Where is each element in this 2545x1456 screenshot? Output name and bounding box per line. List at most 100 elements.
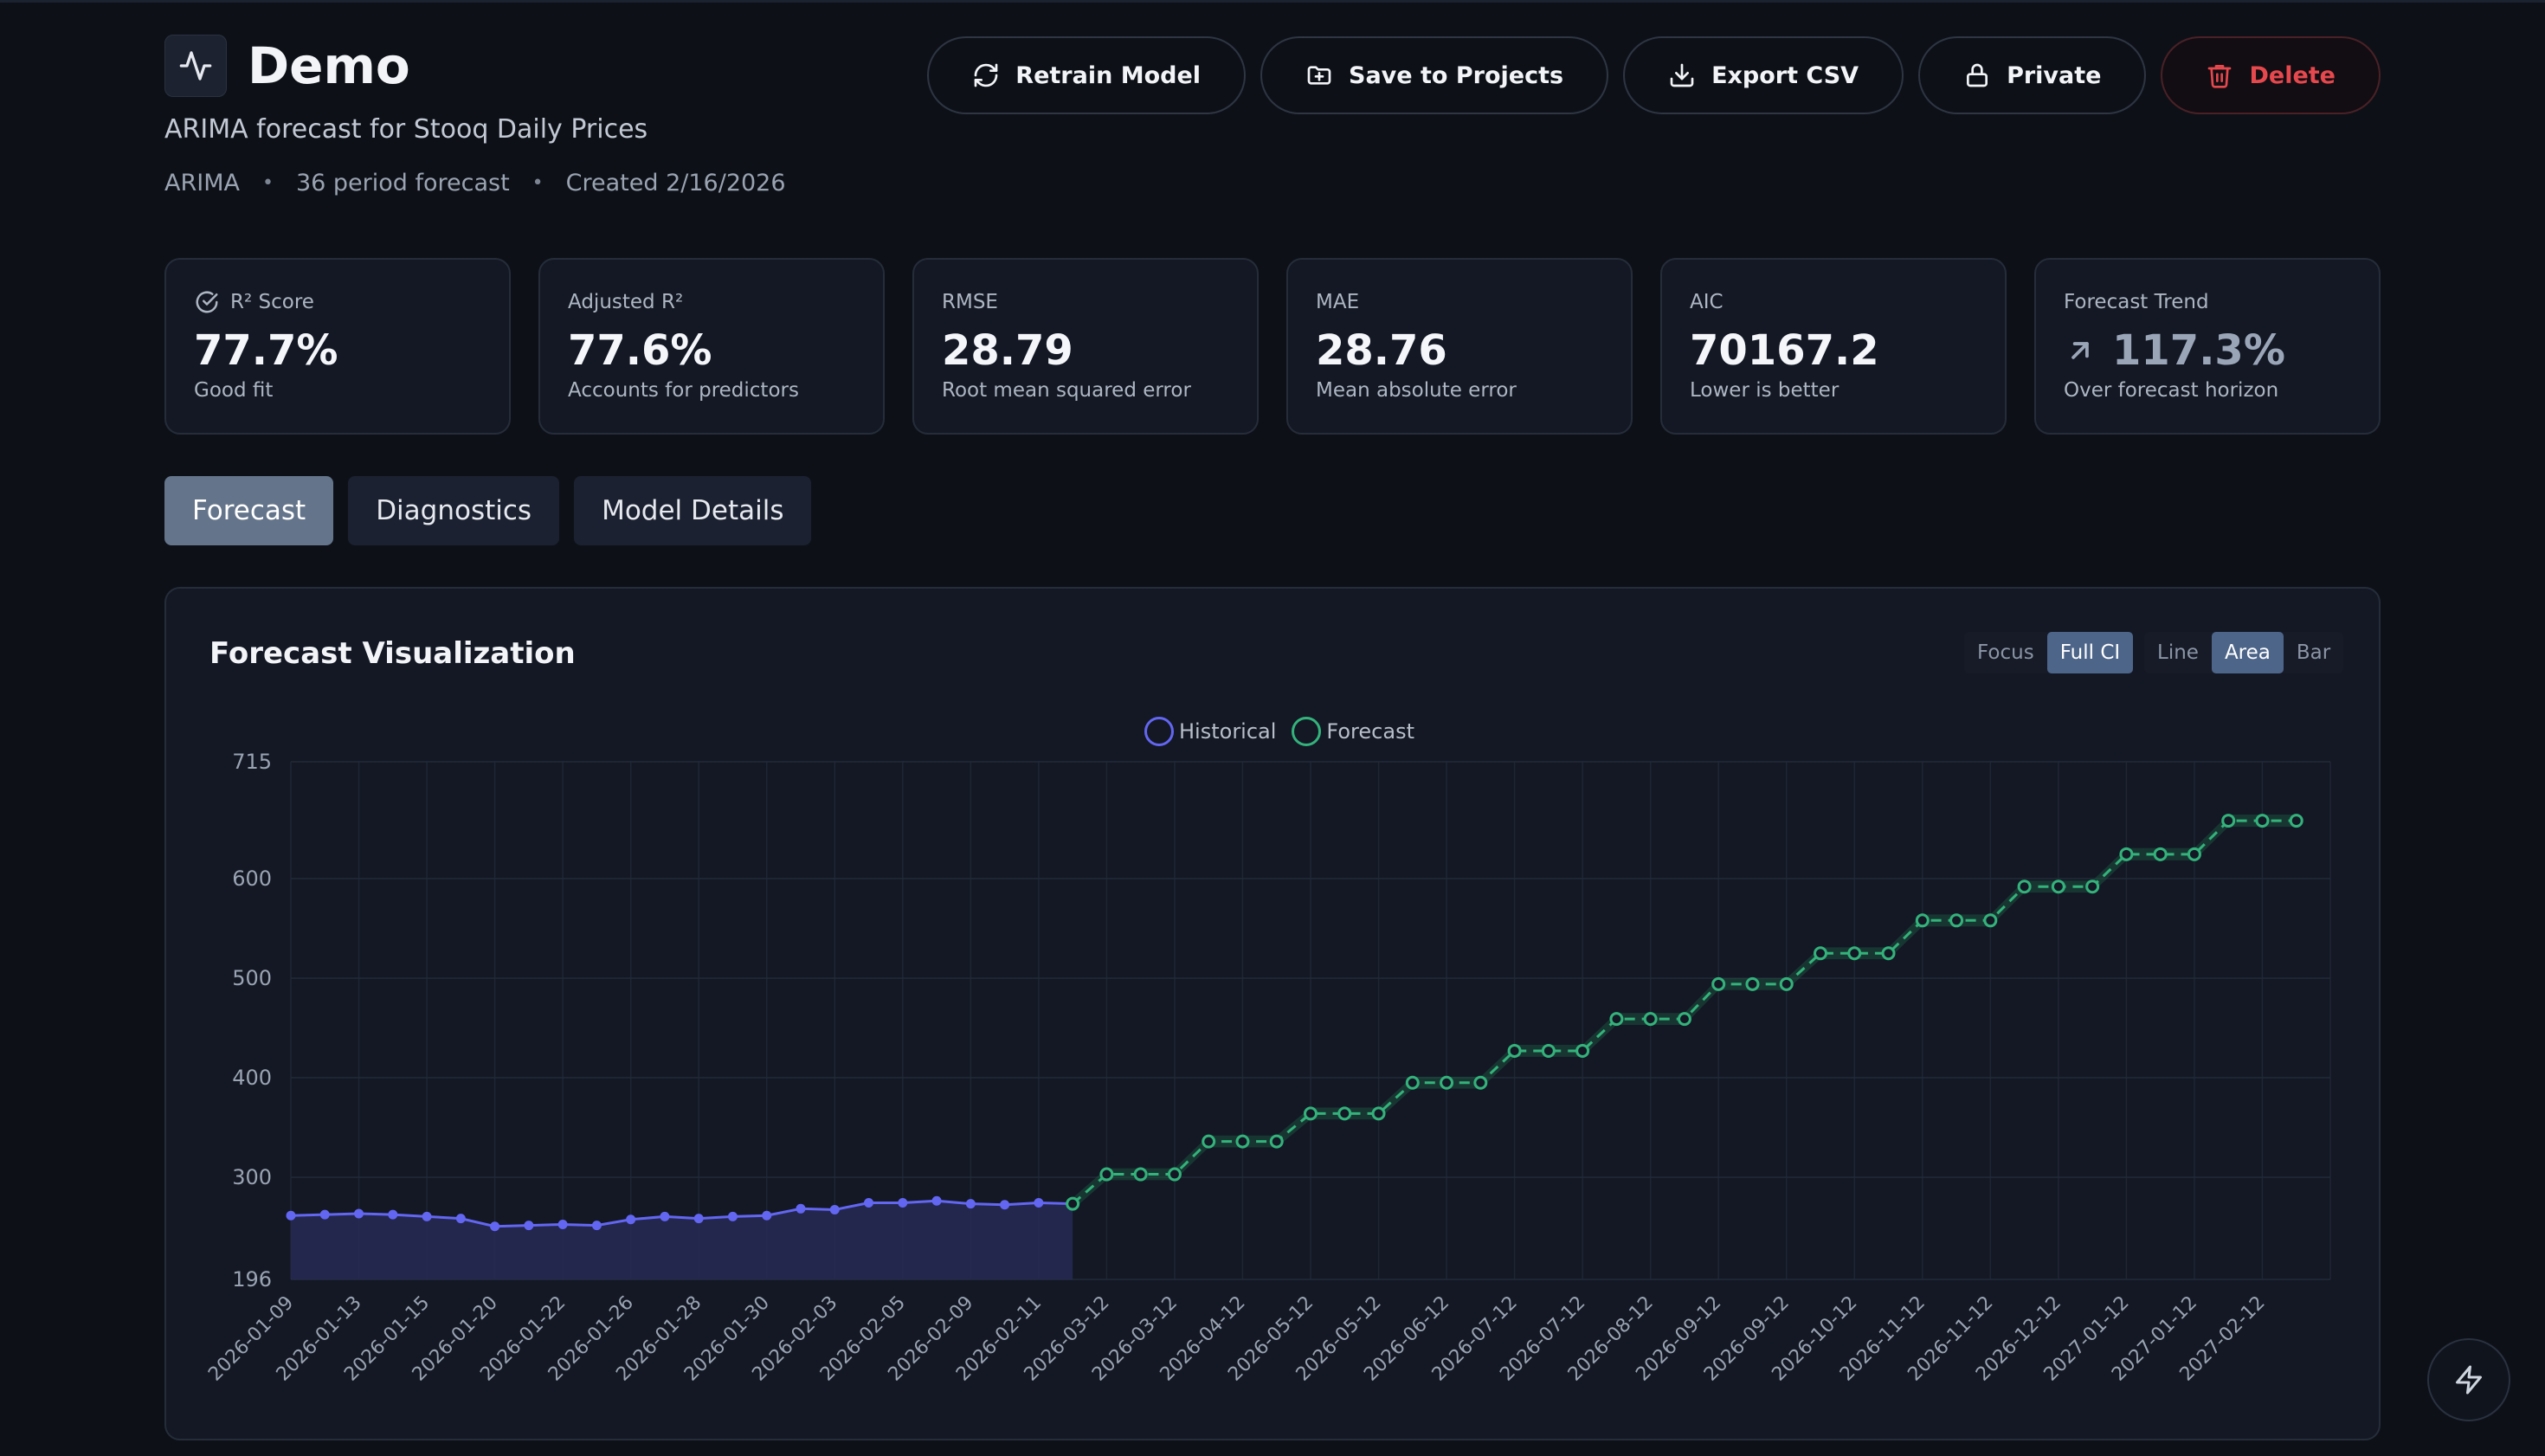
metric-cards: R² Score 77.7% Good fit Adjusted R² 77.6… [164, 258, 2381, 435]
bar-option[interactable]: Bar [2296, 641, 2331, 664]
delete-button[interactable]: Delete [2161, 36, 2381, 114]
forecast-point [1915, 913, 1930, 928]
forecast-point [1983, 913, 1998, 928]
y-tick-label: 600 [232, 867, 272, 891]
forecast-point [1405, 1075, 1420, 1090]
window-top-edge [0, 0, 2545, 3]
forecast-point [2085, 879, 2100, 894]
tab-diagnostics[interactable]: Diagnostics [348, 476, 560, 545]
forecast-chart: 1963004005006007152026-01-092026-01-1320… [204, 750, 2331, 1386]
forecast-point [1440, 1075, 1454, 1090]
forecast-point [1066, 1196, 1080, 1211]
y-tick-label: 196 [232, 1267, 272, 1292]
metric-card-rmse: RMSE 28.79 Root mean squared error [912, 258, 1259, 435]
historical-point [1034, 1198, 1044, 1208]
lock-icon [1967, 63, 1988, 87]
metric-value: 117.3% [2112, 326, 2285, 375]
privacy-toggle-button[interactable]: Private [1918, 36, 2147, 114]
historical-point [626, 1214, 636, 1225]
historical-point [931, 1195, 942, 1206]
historical-point [388, 1209, 398, 1220]
metric-card-aic: AIC 70167.2 Lower is better [1660, 258, 2007, 435]
chart-legend: Historical Forecast [1144, 717, 1414, 746]
historical-line [290, 1199, 1073, 1228]
area-option[interactable]: Area [2211, 632, 2284, 673]
historical-point [1000, 1200, 1010, 1210]
forecast-point [2051, 879, 2065, 894]
metric-description: Good fit [194, 379, 274, 402]
save-to-projects-label: Save to Projects [1349, 61, 1564, 89]
metric-value: 28.76 [1316, 326, 1447, 375]
forecast-point [1643, 1012, 1658, 1027]
quick-action-button[interactable] [2427, 1338, 2510, 1421]
legend-item-historical[interactable]: Historical [1144, 717, 1276, 746]
historical-point [864, 1198, 874, 1208]
forecast-point [2221, 814, 2236, 828]
forecast-point [1304, 1106, 1318, 1121]
page-subtitle: ARIMA forecast for Stooq Daily Prices [164, 114, 648, 145]
forecast-chart-card: Forecast Visualization Focus Full CI Lin… [164, 587, 2381, 1440]
forecast-point [1711, 976, 1726, 991]
historical-point [965, 1199, 976, 1209]
meta-created: Created 2/16/2026 [565, 170, 786, 196]
delete-label: Delete [2249, 61, 2336, 89]
historical-point [693, 1214, 704, 1224]
forecast-point [2119, 847, 2134, 861]
export-csv-button[interactable]: Export CSV [1623, 36, 1904, 114]
historical-point [829, 1204, 840, 1214]
header-actions: Retrain Model Save to Projects Export CS… [927, 36, 2381, 114]
historical-point [762, 1210, 772, 1221]
forecast-point [1847, 946, 1862, 961]
ci-view-toggle: Focus Full CI [1964, 632, 2134, 673]
metric-description: Lower is better [1690, 379, 1839, 402]
metric-description: Root mean squared error [942, 379, 1191, 402]
retrain-model-button[interactable]: Retrain Model [927, 36, 1247, 114]
historical-point [490, 1221, 500, 1232]
line-option[interactable]: Line [2157, 641, 2199, 664]
export-csv-label: Export CSV [1711, 61, 1859, 89]
forecast-point [1881, 946, 1896, 961]
historical-point [354, 1208, 364, 1219]
historical-point [286, 1210, 296, 1221]
tab-model-details[interactable]: Model Details [574, 476, 812, 545]
metric-description: Over forecast horizon [2064, 379, 2279, 402]
metric-card-r2: R² Score 77.7% Good fit [164, 258, 511, 435]
forecast-point [1235, 1134, 1250, 1149]
save-to-projects-button[interactable]: Save to Projects [1260, 36, 1609, 114]
forecast-point [1167, 1167, 1182, 1182]
metric-card-adjusted-r2: Adjusted R² 77.6% Accounts for predictor… [538, 258, 885, 435]
legend-label: Forecast [1326, 719, 1414, 744]
metric-description: Accounts for predictors [568, 379, 799, 402]
historical-point [796, 1203, 806, 1214]
legend-item-forecast[interactable]: Forecast [1292, 717, 1414, 746]
meta-period: 36 period forecast [295, 170, 510, 196]
trash-icon [2208, 65, 2232, 88]
chart-title: Forecast Visualization [209, 636, 576, 671]
y-tick-label: 500 [232, 966, 272, 990]
forecast-point [1609, 1012, 1624, 1027]
metric-card-forecast-trend: Forecast Trend 117.3% Over forecast hori… [2034, 258, 2381, 435]
activity-icon [164, 35, 227, 97]
chart-type-toggle: Line Area Bar [2144, 632, 2344, 673]
legend-swatch-historical [1144, 717, 1174, 746]
full-ci-option[interactable]: Full CI [2046, 632, 2134, 673]
historical-point [557, 1219, 568, 1229]
metric-value: 77.6% [568, 326, 712, 375]
forecast-point [1575, 1043, 1590, 1058]
forecast-point [1099, 1167, 1114, 1182]
tab-forecast[interactable]: Forecast [164, 476, 334, 545]
page-title: Demo [248, 36, 410, 95]
legend-swatch-forecast [1292, 717, 1322, 746]
forecast-point [2017, 879, 2032, 894]
forecast-point [1337, 1106, 1352, 1121]
y-tick-label: 715 [232, 750, 272, 774]
model-meta: ARIMA • 36 period forecast • Created 2/1… [164, 170, 786, 196]
focus-option[interactable]: Focus [1977, 641, 2034, 664]
forecast-point [1269, 1134, 1284, 1149]
metric-label: AIC [1690, 291, 1724, 313]
meta-model-type: ARIMA [164, 170, 240, 196]
forecast-point [2255, 814, 2270, 828]
historical-point [898, 1198, 908, 1208]
metric-value: 70167.2 [1690, 326, 1879, 375]
metric-value: 77.7% [194, 326, 338, 375]
